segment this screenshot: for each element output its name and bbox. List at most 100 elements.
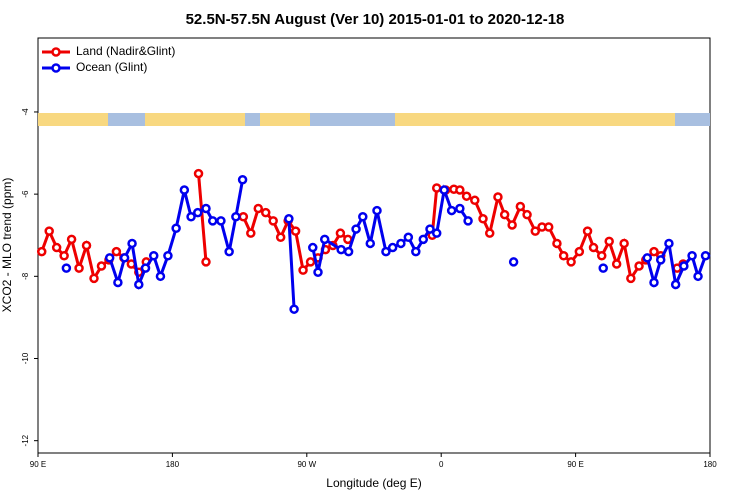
point: [499, 209, 510, 220]
point: [260, 207, 271, 218]
point: [89, 273, 99, 284]
x-axis-label: Longitude (deg E): [326, 476, 421, 490]
x-tick-label: 180: [703, 460, 717, 469]
y-tick-label: -8: [21, 272, 30, 280]
point: [478, 214, 488, 224]
point: [207, 216, 218, 226]
point: [687, 251, 697, 261]
point: [140, 263, 151, 273]
point: [439, 185, 449, 195]
point: [508, 257, 519, 267]
point: [224, 246, 234, 257]
point: [611, 259, 622, 269]
point: [171, 223, 181, 233]
point: [81, 240, 92, 251]
x-tick-label: 0: [439, 460, 444, 469]
point: [507, 220, 517, 230]
point: [387, 242, 398, 253]
point: [461, 191, 472, 201]
legend-label: Land (Nadir&Glint): [76, 44, 175, 58]
point: [155, 271, 166, 282]
point: [634, 261, 644, 271]
point: [289, 304, 299, 314]
point: [127, 238, 137, 249]
point: [216, 216, 226, 226]
point: [463, 216, 473, 226]
point: [446, 205, 457, 216]
point: [268, 216, 278, 226]
point: [598, 263, 608, 273]
map-strip: [38, 113, 710, 126]
point: [655, 255, 666, 265]
y-tick-label: -4: [21, 108, 30, 116]
point: [351, 224, 361, 234]
point: [275, 232, 286, 243]
point: [515, 201, 526, 212]
point: [193, 168, 204, 179]
point: [193, 207, 203, 218]
point: [305, 257, 316, 267]
point: [51, 242, 62, 253]
point: [619, 238, 629, 249]
point: [522, 209, 532, 220]
point: [664, 238, 674, 249]
series-line: [108, 179, 707, 310]
y-tick-label: -6: [21, 190, 30, 198]
point: [231, 211, 241, 222]
point: [493, 192, 503, 202]
point: [396, 238, 406, 249]
chart-title: 52.5N-57.5N August (Ver 10) 2015-01-01 t…: [186, 11, 565, 28]
point: [431, 228, 442, 238]
point: [313, 267, 323, 277]
point: [418, 234, 429, 245]
point: [679, 261, 689, 271]
point: [148, 251, 159, 261]
legend-marker: [51, 47, 61, 57]
x-tick-label: 90 W: [297, 460, 316, 469]
x-tick-label: 180: [166, 460, 180, 469]
point: [411, 246, 421, 257]
y-axis-label: XCO2 - MLO trend (ppm): [0, 178, 14, 313]
plot-frame: [37, 37, 711, 454]
legend-marker: [51, 63, 61, 73]
point: [484, 228, 495, 238]
point: [403, 232, 414, 243]
point: [163, 251, 173, 261]
land-strip: [38, 113, 108, 126]
point: [36, 246, 47, 257]
point: [455, 203, 465, 214]
land-strip: [260, 113, 310, 126]
point: [649, 277, 659, 288]
point: [381, 246, 391, 257]
point: [604, 236, 614, 247]
point: [588, 242, 599, 253]
point: [431, 183, 442, 193]
point: [74, 263, 84, 273]
point: [626, 273, 636, 284]
point: [566, 257, 576, 267]
point: [104, 253, 115, 263]
legend-label: Ocean (Glint): [76, 60, 147, 74]
point: [284, 214, 294, 224]
point: [59, 251, 69, 261]
point: [670, 279, 681, 290]
point: [201, 203, 211, 214]
point: [119, 253, 130, 263]
point: [319, 234, 330, 245]
point: [358, 211, 368, 222]
land-strip: [145, 113, 245, 126]
point: [455, 185, 465, 195]
y-tick-label: -10: [21, 352, 30, 364]
point: [66, 234, 77, 245]
point: [642, 253, 653, 263]
point: [186, 211, 196, 222]
point: [543, 222, 554, 232]
point: [96, 261, 107, 271]
point: [113, 277, 123, 288]
point: [237, 175, 248, 185]
point: [111, 246, 122, 257]
point: [44, 226, 54, 236]
point: [290, 226, 301, 236]
